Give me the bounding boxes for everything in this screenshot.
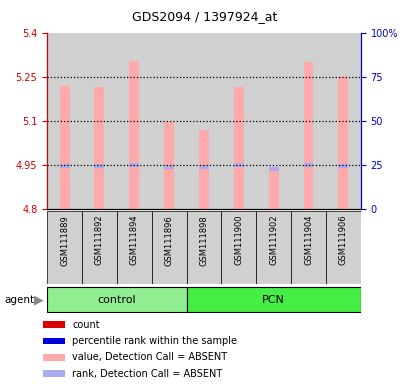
Bar <box>59 86 70 209</box>
Bar <box>94 164 104 168</box>
Bar <box>94 87 104 209</box>
Text: PCN: PCN <box>262 295 284 305</box>
Bar <box>151 33 186 209</box>
Text: GSM111896: GSM111896 <box>164 215 173 266</box>
Text: value, Detection Call = ABSENT: value, Detection Call = ABSENT <box>72 352 227 362</box>
Bar <box>43 338 65 344</box>
Bar <box>256 33 290 209</box>
Bar <box>43 354 65 361</box>
Text: count: count <box>72 319 100 330</box>
Bar <box>151 211 186 284</box>
Bar <box>268 167 278 171</box>
Bar <box>82 33 117 209</box>
Bar <box>129 61 139 209</box>
Bar <box>290 33 325 209</box>
Text: GSM111902: GSM111902 <box>269 215 277 265</box>
Text: GSM111889: GSM111889 <box>60 215 69 266</box>
Bar <box>43 321 65 328</box>
Bar <box>221 211 256 284</box>
Bar <box>337 77 348 209</box>
Bar <box>164 122 174 209</box>
Text: GSM111906: GSM111906 <box>338 215 347 265</box>
Bar <box>268 169 278 209</box>
Bar <box>325 211 360 284</box>
Bar <box>233 87 243 209</box>
Bar <box>198 165 209 169</box>
Bar <box>117 211 151 284</box>
Bar <box>186 33 221 209</box>
Bar <box>47 286 186 313</box>
Bar <box>47 211 82 284</box>
Text: GSM111894: GSM111894 <box>130 215 138 265</box>
Text: control: control <box>97 295 136 305</box>
Bar <box>164 165 174 169</box>
Bar <box>117 33 151 209</box>
Text: GSM111900: GSM111900 <box>234 215 243 265</box>
Bar <box>303 163 313 167</box>
Bar <box>233 163 243 167</box>
Bar <box>198 130 209 209</box>
Text: GSM111904: GSM111904 <box>303 215 312 265</box>
Text: GSM111898: GSM111898 <box>199 215 208 266</box>
Bar <box>337 164 348 168</box>
Text: GSM111892: GSM111892 <box>95 215 103 265</box>
Text: ▶: ▶ <box>34 293 44 306</box>
Bar <box>325 33 360 209</box>
Bar <box>43 370 65 377</box>
Text: agent: agent <box>4 295 34 305</box>
Bar <box>186 211 221 284</box>
Bar <box>129 163 139 167</box>
Bar <box>186 286 360 313</box>
Bar <box>290 211 325 284</box>
Bar <box>221 33 256 209</box>
Bar <box>47 33 82 209</box>
Text: rank, Detection Call = ABSENT: rank, Detection Call = ABSENT <box>72 369 222 379</box>
Bar <box>256 211 290 284</box>
Bar <box>82 211 117 284</box>
Bar <box>303 62 313 209</box>
Text: GDS2094 / 1397924_at: GDS2094 / 1397924_at <box>132 10 277 23</box>
Text: percentile rank within the sample: percentile rank within the sample <box>72 336 237 346</box>
Bar <box>59 164 70 168</box>
